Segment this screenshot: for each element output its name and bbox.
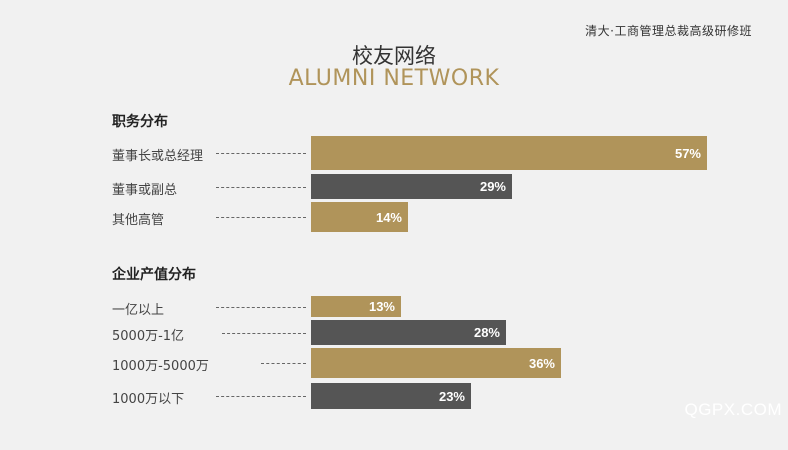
- category-label: 董事或副总: [112, 182, 178, 198]
- bar: 14%: [311, 202, 408, 232]
- category-label: 一亿以上: [112, 302, 165, 318]
- bar-value-label: 57%: [674, 145, 701, 161]
- bar-value-label: 36%: [528, 355, 555, 371]
- bar: 36%: [311, 348, 561, 378]
- bar: 57%: [311, 136, 707, 170]
- page-subtitle: ALUMNI NETWORK: [288, 66, 500, 91]
- leader-line: [216, 307, 306, 308]
- leader-line: [216, 396, 306, 397]
- section-heading: 企业产值分布: [112, 267, 196, 283]
- bar-value-label: 13%: [368, 299, 395, 314]
- bar-value-label: 14%: [375, 209, 402, 225]
- category-label: 1000万以下: [112, 392, 185, 407]
- watermark: QGPX.COM: [684, 400, 782, 419]
- bar: 28%: [311, 320, 506, 345]
- category-label: 1000万-5000万: [112, 359, 209, 374]
- leader-line: [216, 153, 306, 154]
- bar: 29%: [311, 174, 512, 199]
- section-heading: 职务分布: [112, 114, 168, 130]
- leader-line: [216, 187, 306, 188]
- page-title: 校友网络: [352, 44, 436, 68]
- bar-value-label: 23%: [438, 388, 465, 404]
- bar: 13%: [311, 296, 401, 317]
- bar-value-label: 29%: [479, 179, 506, 194]
- leader-line: [216, 217, 306, 218]
- leader-line: [222, 333, 306, 334]
- bar: 23%: [311, 383, 471, 409]
- program-name: 清大·工商管理总裁高级研修班: [585, 24, 752, 38]
- category-label: 董事长或总经理: [112, 149, 204, 164]
- leader-line: [261, 363, 306, 364]
- category-label: 其他高管: [112, 213, 165, 228]
- bar-value-label: 28%: [473, 325, 500, 340]
- category-label: 5000万-1亿: [112, 328, 185, 344]
